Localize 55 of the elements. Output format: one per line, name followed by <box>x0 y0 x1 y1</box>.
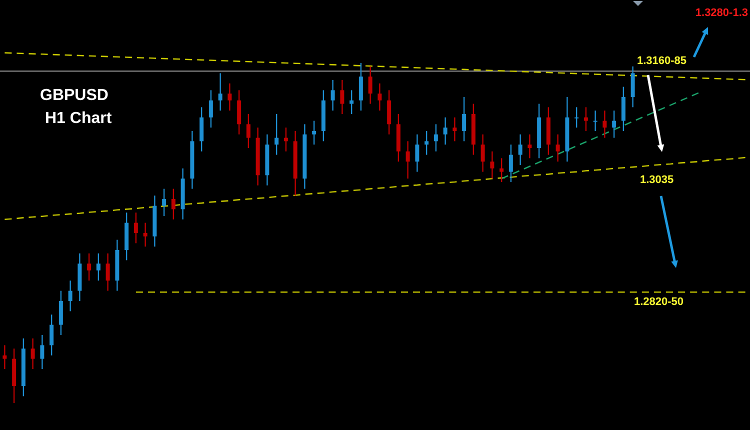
candlestick <box>330 79 335 112</box>
candlestick <box>134 212 138 244</box>
candlestick <box>621 86 626 132</box>
candlestick <box>200 106 204 152</box>
candlestick <box>40 334 44 370</box>
candlestick <box>106 252 110 292</box>
candlestick <box>246 113 250 149</box>
candlestick <box>2 344 7 370</box>
candlestick <box>218 72 222 112</box>
candlestick <box>443 116 448 146</box>
candlestick <box>30 338 35 370</box>
candlestick <box>237 90 242 135</box>
candlestick <box>602 110 607 138</box>
candlestick <box>480 134 485 172</box>
annotation: 1.2820-50 <box>634 296 684 308</box>
candlestick <box>340 79 344 115</box>
candlestick <box>96 252 100 282</box>
candlestick <box>574 106 579 128</box>
candlestick <box>462 96 466 142</box>
candlestick <box>500 158 504 183</box>
candlestick <box>490 150 494 180</box>
candlestick <box>312 120 316 146</box>
candlestick <box>630 66 635 108</box>
candlestick <box>143 222 148 248</box>
candlestick <box>584 106 588 132</box>
candlestick <box>58 290 63 336</box>
candlestick <box>274 113 279 156</box>
text: GBPUSD <box>40 87 108 104</box>
candlestick <box>593 110 598 132</box>
candlestick <box>452 116 457 142</box>
candlestick <box>378 82 382 112</box>
candlestick <box>162 188 166 217</box>
candlestick <box>612 110 616 138</box>
candlestick <box>68 280 72 312</box>
candlestick <box>368 66 372 104</box>
candlestick <box>556 134 560 162</box>
candlestick <box>434 124 438 152</box>
candlestick <box>387 90 392 135</box>
candlestick <box>424 130 429 156</box>
candlestick <box>208 90 213 128</box>
candlestick <box>358 62 363 112</box>
candlestick <box>50 314 54 356</box>
text: H1 Chart <box>45 110 112 127</box>
annotation: 1.3035 <box>640 174 674 186</box>
candlestick <box>171 188 176 220</box>
candlestick <box>508 144 513 183</box>
text: 1.3280-1.3 <box>695 7 748 19</box>
candlestick <box>350 90 354 115</box>
candlestick <box>228 82 232 112</box>
candlestick <box>406 140 410 180</box>
annotation: 1.3160-85 <box>637 55 687 67</box>
candlestick <box>87 252 92 282</box>
candlestick <box>528 134 532 159</box>
candlestick <box>518 134 522 166</box>
candlestick <box>415 134 420 172</box>
